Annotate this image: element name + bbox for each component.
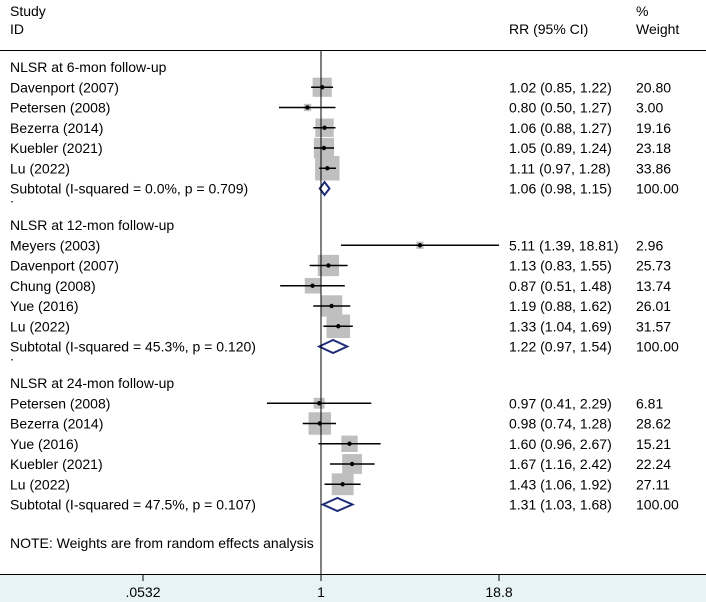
x-tick-label: 1 bbox=[317, 584, 325, 600]
group-label: NLSR at 24-mon follow-up bbox=[10, 375, 174, 391]
study-label: Kuebler (2021) bbox=[10, 456, 103, 472]
point-estimate bbox=[340, 482, 345, 487]
footnote: NOTE: Weights are from random effects an… bbox=[10, 535, 314, 551]
study-weight: 31.57 bbox=[636, 318, 671, 334]
point-estimate bbox=[336, 324, 341, 329]
point-estimate bbox=[322, 125, 327, 130]
study-label: Davenport (2007) bbox=[10, 258, 119, 274]
subtotal-ci: 1.06 (0.98, 1.15) bbox=[509, 181, 612, 197]
study-weight: 19.16 bbox=[636, 120, 671, 136]
study-weight: 25.73 bbox=[636, 258, 671, 274]
study-ci: 1.13 (0.83, 1.55) bbox=[509, 258, 612, 274]
study-weight: 3.00 bbox=[636, 100, 663, 116]
study-weight: 22.24 bbox=[636, 456, 671, 472]
study-weight: 2.96 bbox=[636, 237, 663, 253]
subtotal-diamond bbox=[318, 180, 331, 197]
point-estimate bbox=[326, 263, 331, 268]
header-weight-symbol: % bbox=[636, 3, 648, 19]
study-ci: 1.19 (0.88, 1.62) bbox=[509, 298, 612, 314]
study-label: Lu (2022) bbox=[10, 476, 70, 492]
subtotal-weight: 100.00 bbox=[636, 339, 679, 355]
study-ci: 1.02 (0.85, 1.22) bbox=[509, 79, 612, 95]
point-estimate bbox=[321, 145, 327, 151]
study-weight: 15.21 bbox=[636, 436, 671, 452]
group-label: NLSR at 6-mon follow-up bbox=[10, 59, 167, 75]
study-weight: 33.86 bbox=[636, 160, 671, 176]
group-label: NLSR at 12-mon follow-up bbox=[10, 217, 174, 233]
study-ci: 5.11 (1.39, 18.81) bbox=[509, 237, 618, 253]
study-label: Meyers (2003) bbox=[10, 237, 100, 253]
study-ci: 0.97 (0.41, 2.29) bbox=[509, 395, 612, 411]
study-ci: 1.11 (0.97, 1.28) bbox=[509, 160, 611, 176]
subtotal-label: Subtotal (I-squared = 47.5%, p = 0.107) bbox=[10, 497, 256, 513]
study-weight: 6.81 bbox=[636, 395, 663, 411]
subtotal-weight: 100.00 bbox=[636, 497, 679, 513]
point-estimate bbox=[417, 243, 423, 248]
study-weight: 20.80 bbox=[636, 79, 671, 95]
subtotal-weight: 100.00 bbox=[636, 181, 679, 197]
study-weight: 26.01 bbox=[636, 298, 671, 314]
study-label: Bezerra (2014) bbox=[10, 416, 103, 432]
header-rr: RR (95% CI) bbox=[509, 21, 588, 37]
x-tick-label: .0532 bbox=[125, 584, 160, 600]
study-label: Petersen (2008) bbox=[10, 395, 110, 411]
point-estimate bbox=[349, 461, 355, 467]
study-label: Lu (2022) bbox=[10, 318, 70, 334]
study-weight: 28.62 bbox=[636, 416, 671, 432]
study-ci: 1.06 (0.88, 1.27) bbox=[509, 120, 612, 136]
study-ci: 0.98 (0.74, 1.28) bbox=[509, 416, 612, 432]
point-estimate bbox=[316, 401, 322, 406]
separator-dot bbox=[11, 200, 13, 203]
header-weight: Weight bbox=[636, 21, 679, 37]
separator-dot bbox=[11, 358, 13, 361]
study-label: Davenport (2007) bbox=[10, 79, 119, 95]
study-ci: 0.80 (0.50, 1.27) bbox=[509, 100, 612, 116]
study-label: Yue (2016) bbox=[10, 436, 79, 452]
study-ci: 1.67 (1.16, 2.42) bbox=[509, 456, 612, 472]
header-study: Study bbox=[10, 3, 46, 19]
point-estimate bbox=[325, 166, 330, 171]
point-estimate bbox=[305, 105, 310, 110]
study-ci: 1.33 (1.04, 1.69) bbox=[509, 318, 612, 334]
study-label: Petersen (2008) bbox=[10, 100, 110, 116]
study-ci: 1.60 (0.96, 2.67) bbox=[509, 436, 612, 452]
study-ci: 1.05 (0.89, 1.24) bbox=[509, 140, 612, 156]
study-weight: 23.18 bbox=[636, 140, 671, 156]
axis-band bbox=[0, 574, 706, 602]
subtotal-label: Subtotal (I-squared = 45.3%, p = 0.120) bbox=[10, 339, 256, 355]
study-weight: 13.74 bbox=[636, 278, 671, 294]
point-estimate bbox=[347, 441, 352, 446]
study-ci: 1.43 (1.06, 1.92) bbox=[509, 476, 612, 492]
study-label: Kuebler (2021) bbox=[10, 140, 103, 156]
point-estimate bbox=[329, 303, 334, 309]
study-ci: 0.87 (0.51, 1.48) bbox=[509, 278, 612, 294]
study-label: Lu (2022) bbox=[10, 160, 70, 176]
subtotal-ci: 1.22 (0.97, 1.54) bbox=[509, 339, 612, 355]
subtotal-ci: 1.31 (1.03, 1.68) bbox=[509, 497, 612, 513]
x-tick-label: 18.8 bbox=[485, 584, 512, 600]
header-id: ID bbox=[10, 21, 24, 37]
subtotal-diamond bbox=[320, 496, 355, 513]
subtotal-label: Subtotal (I-squared = 0.0%, p = 0.709) bbox=[10, 181, 248, 197]
forest-rows: NLSR at 6-mon follow-up Davenport (2007) 1… bbox=[10, 51, 679, 600]
study-label: Yue (2016) bbox=[10, 298, 79, 314]
study-label: Chung (2008) bbox=[10, 278, 96, 294]
subtotal-diamond bbox=[316, 338, 350, 355]
point-estimate bbox=[310, 283, 315, 288]
study-label: Bezerra (2014) bbox=[10, 120, 103, 136]
study-weight: 27.11 bbox=[636, 476, 670, 492]
